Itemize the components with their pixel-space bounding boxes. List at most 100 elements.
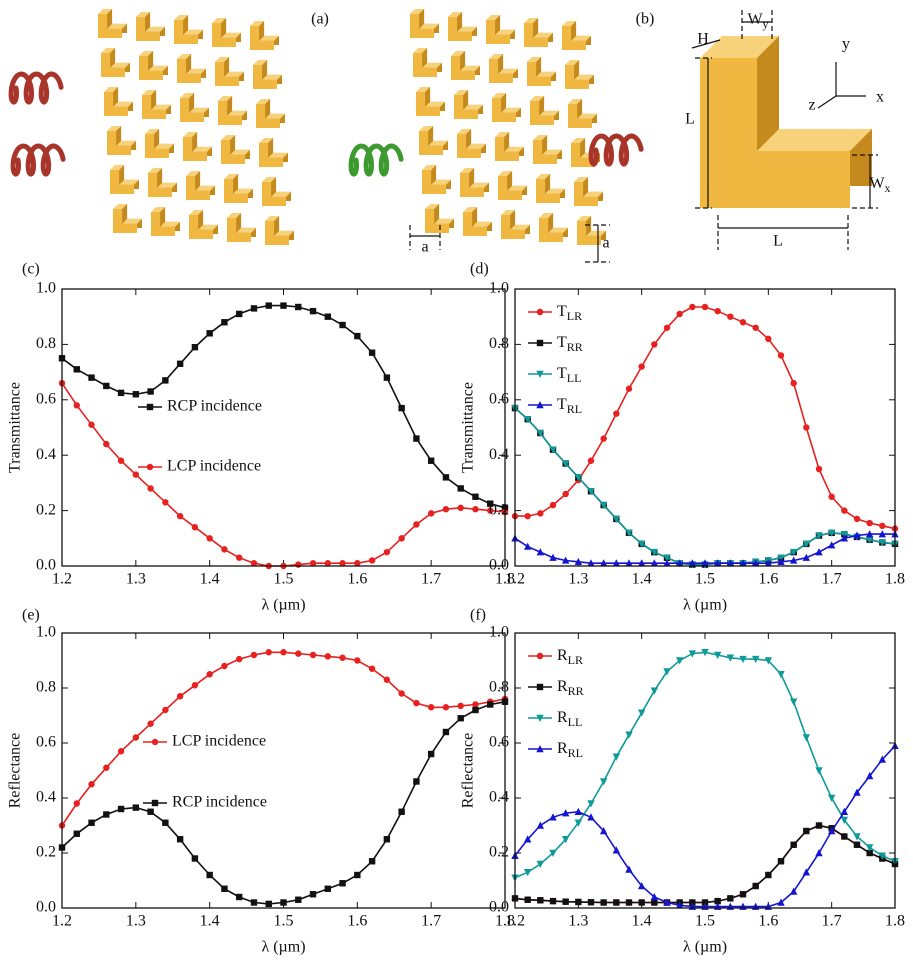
- marker: [651, 341, 657, 347]
- series-line: [62, 702, 505, 904]
- marker: [147, 485, 153, 491]
- marker: [177, 361, 183, 367]
- marker: [280, 899, 286, 905]
- marker: [472, 701, 478, 707]
- diagram-label: a: [602, 235, 609, 252]
- y-tick-label: 1.0: [489, 624, 509, 641]
- marker: [428, 751, 434, 757]
- marker: [398, 405, 404, 411]
- marker: [443, 729, 449, 735]
- marker: [251, 305, 257, 311]
- marker: [103, 441, 109, 447]
- marker: [740, 891, 746, 897]
- marker: [689, 304, 695, 310]
- y-tick-label: 0.6: [36, 390, 56, 407]
- marker: [162, 377, 168, 383]
- marker: [88, 820, 94, 826]
- legend-label: RRL: [557, 740, 583, 760]
- y-axis-label: Reflectance: [7, 733, 24, 809]
- marker: [88, 781, 94, 787]
- marker: [236, 311, 242, 317]
- series-line: [515, 746, 895, 907]
- marker: [369, 666, 375, 672]
- marker: [413, 778, 419, 784]
- marker: [613, 410, 619, 416]
- marker: [133, 734, 139, 740]
- marker: [778, 858, 784, 864]
- marker: [613, 754, 620, 761]
- x-axis-label: λ (µm): [683, 939, 727, 956]
- legend-label: TLL: [557, 365, 581, 385]
- helix: [11, 74, 61, 102]
- marker: [550, 898, 556, 904]
- x-axis-label: λ (µm): [261, 939, 305, 956]
- marker: [537, 861, 544, 868]
- marker: [384, 374, 390, 380]
- marker: [295, 561, 301, 567]
- x-tick-label: 1.6: [758, 571, 778, 588]
- legend-marker: [147, 404, 153, 410]
- x-tick-label: 1.3: [126, 913, 146, 930]
- series-line: [62, 306, 505, 508]
- marker: [221, 319, 227, 325]
- series-line: [62, 652, 505, 825]
- diagram-label: y: [842, 36, 850, 53]
- diagram-label: a: [421, 239, 428, 256]
- marker: [458, 505, 464, 511]
- marker: [638, 899, 644, 905]
- marker: [310, 891, 316, 897]
- x-tick-label: 1.2: [52, 913, 72, 930]
- marker: [727, 314, 733, 320]
- marker: [428, 704, 434, 710]
- marker: [740, 319, 746, 325]
- marker: [147, 388, 153, 394]
- marker: [727, 895, 733, 901]
- marker: [133, 804, 139, 810]
- diagram: (a)(b)HWyWxLLaaxyz: [11, 9, 890, 262]
- marker: [841, 833, 847, 839]
- marker: [458, 703, 464, 709]
- y-tick-label: 0.2: [36, 501, 56, 518]
- diagram-label: Wx: [869, 175, 890, 195]
- marker: [147, 721, 153, 727]
- marker: [133, 471, 139, 477]
- marker: [339, 322, 345, 328]
- marker: [74, 402, 80, 408]
- marker: [88, 374, 94, 380]
- x-tick-label: 1.2: [505, 571, 525, 588]
- marker: [626, 899, 632, 905]
- marker: [103, 383, 109, 389]
- marker: [524, 897, 530, 903]
- marker: [103, 765, 109, 771]
- x-tick-label: 1.7: [421, 571, 441, 588]
- marker: [765, 336, 771, 342]
- legend-marker: [152, 739, 158, 745]
- marker: [384, 836, 390, 842]
- helix: [591, 136, 641, 164]
- marker: [88, 422, 94, 428]
- legend-label: LCP incidence: [172, 733, 266, 750]
- legend-label: RLL: [557, 709, 582, 729]
- marker: [354, 657, 360, 663]
- marker: [162, 820, 168, 826]
- marker: [866, 520, 872, 526]
- marker: [266, 302, 272, 308]
- y-tick-label: 0.4: [36, 446, 56, 463]
- marker: [162, 499, 168, 505]
- series-line: [62, 383, 505, 566]
- legend-label: TRR: [557, 334, 583, 354]
- marker: [443, 704, 449, 710]
- y-tick-label: 1.0: [489, 280, 509, 297]
- marker: [221, 546, 227, 552]
- x-tick-label: 1.2: [52, 571, 72, 588]
- marker: [295, 650, 301, 656]
- legend-marker: [537, 653, 543, 659]
- marker: [192, 524, 198, 530]
- legend-marker: [152, 800, 158, 806]
- x-tick-label: 1.7: [822, 571, 842, 588]
- marker: [588, 458, 594, 464]
- marker: [206, 330, 212, 336]
- marker: [815, 548, 822, 555]
- y-tick-label: 0.4: [36, 789, 56, 806]
- marker: [816, 466, 822, 472]
